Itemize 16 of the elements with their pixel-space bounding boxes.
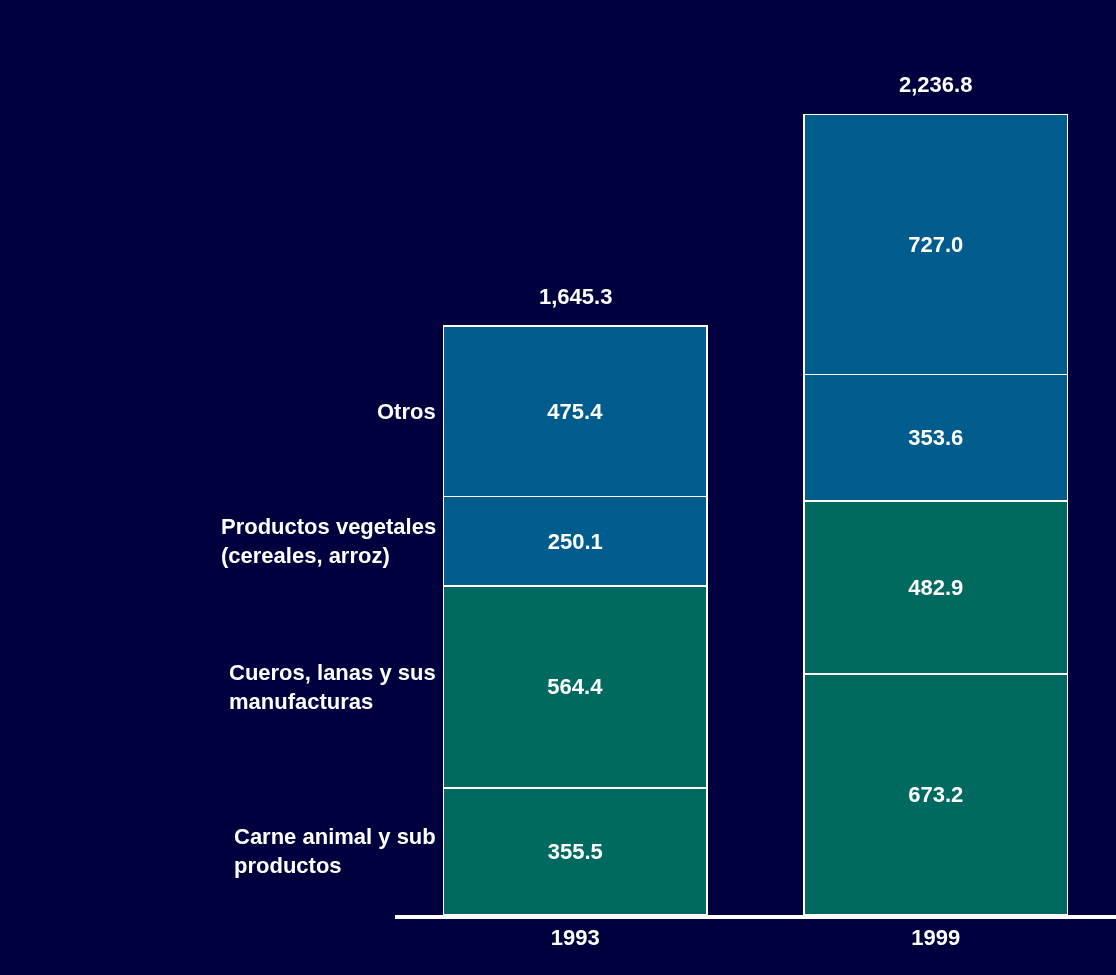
total-label: 2,236.8 <box>899 72 973 97</box>
data-label: 353.6 <box>908 425 964 451</box>
x-tick-label: 1993 <box>550 925 600 951</box>
data-label: 482.9 <box>908 575 964 601</box>
x-tick-label: 1999 <box>911 925 961 951</box>
series-label: Productos vegetales (cereales, arroz) <box>221 514 437 568</box>
data-label: 727.0 <box>908 232 964 258</box>
data-label: 355.5 <box>547 838 603 864</box>
series-label: Carne animal y sub productos <box>234 824 436 878</box>
total-label: 1,645.3 <box>539 284 613 309</box>
data-label: 564.4 <box>547 674 604 700</box>
series-label: Otros <box>377 399 436 424</box>
data-label: 673.2 <box>908 782 964 808</box>
series-label: Cueros, lanas y sus manufacturas <box>229 660 436 714</box>
data-label: 250.1 <box>547 528 603 554</box>
data-label: 475.4 <box>547 398 604 424</box>
